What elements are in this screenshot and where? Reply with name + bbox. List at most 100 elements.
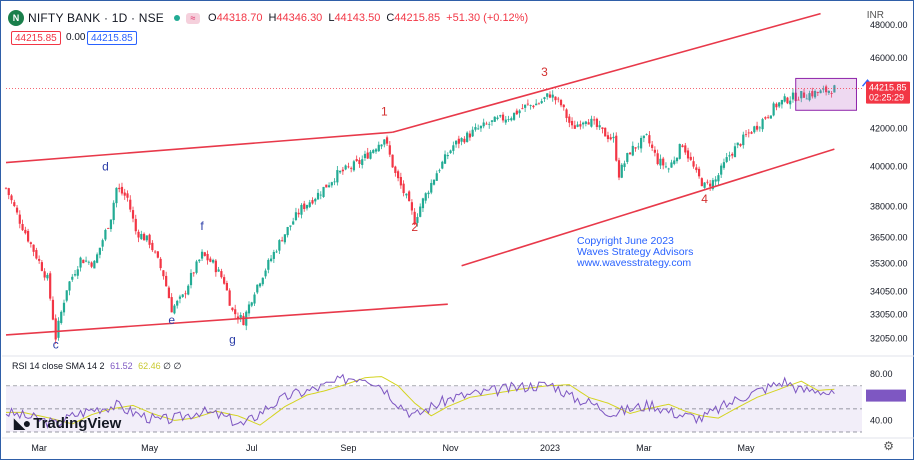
candle-body [775, 103, 778, 108]
candle-body [60, 311, 63, 323]
candle-body [21, 224, 24, 231]
candle-body [811, 91, 814, 97]
candle-body [537, 103, 541, 105]
tradingview-mark-icon: ◣● [14, 415, 31, 431]
candle-body [521, 108, 524, 110]
candle-body [526, 103, 529, 105]
candle-body [744, 134, 748, 136]
candle-body [477, 128, 480, 130]
candle-body [13, 202, 16, 207]
candle-body [645, 134, 648, 135]
candle-body [543, 97, 546, 100]
candle-body [131, 210, 135, 219]
candle-body [388, 145, 391, 155]
tradingview-logo[interactable]: ◣● TradingView [14, 415, 121, 432]
candle-body [223, 277, 226, 284]
candle-body [159, 258, 162, 269]
candle-body [231, 307, 234, 311]
candle-body [358, 160, 361, 165]
copyright-line: Waves Strategy Advisors [577, 246, 693, 258]
candle-body [46, 274, 49, 279]
candle-body [93, 260, 96, 269]
candle-body [178, 296, 182, 299]
candle-body [68, 281, 71, 291]
candle-body [200, 251, 204, 259]
candle-body [167, 287, 171, 299]
candle-body [250, 302, 253, 306]
candle-body [761, 119, 764, 130]
close-key: C [386, 12, 395, 24]
candle-body [515, 110, 518, 115]
candle-body [115, 187, 118, 204]
currency-label[interactable]: INR [866, 10, 884, 21]
candle-body [468, 133, 471, 138]
rsi-label: RSI 14 close SMA 14 2 [12, 361, 105, 371]
symbol-logo: N [8, 10, 24, 26]
candle-body [504, 119, 507, 123]
wave-label: e [168, 313, 175, 327]
candle-body [79, 257, 82, 268]
candle-body [355, 159, 358, 161]
ask-price[interactable]: 44215.85 [87, 31, 137, 45]
candle-body [84, 260, 88, 262]
candle-body [626, 153, 629, 162]
candle-body [554, 96, 557, 101]
candle-body [126, 193, 129, 198]
candle-body [490, 120, 494, 122]
symbol-title[interactable]: NIFTY BANK · 1D · NSE [28, 11, 165, 25]
wave-icon[interactable]: ≈ [186, 12, 201, 24]
candle-body [385, 137, 389, 144]
candle-body [424, 193, 427, 201]
candle-body [413, 211, 416, 225]
gear-icon[interactable]: ⚙ [883, 439, 894, 453]
candle-body [319, 194, 322, 196]
candle-body [656, 153, 659, 165]
candle-body [187, 285, 190, 295]
candle-body [344, 165, 347, 170]
candle-body [664, 166, 668, 168]
candle-body [278, 240, 281, 251]
copyright-line: Copyright June 2023 [577, 235, 674, 247]
candle-body [151, 242, 154, 251]
candle-body [314, 198, 317, 202]
candle-body [96, 254, 99, 263]
candle-body [35, 250, 38, 259]
candle-body [40, 262, 43, 271]
rsi-tick-label: 40.00 [870, 415, 893, 425]
candle-body [573, 125, 576, 129]
candle-body [637, 146, 640, 148]
candle-body [471, 129, 474, 137]
candle-body [769, 115, 772, 119]
candle-body [548, 94, 552, 98]
candle-body [532, 105, 535, 108]
candle-body [731, 153, 734, 156]
candle-body [189, 272, 193, 286]
candle-body [780, 100, 784, 105]
candle-body [703, 182, 706, 188]
candle-body [399, 177, 402, 186]
time-tick-label: Sep [340, 443, 356, 453]
candle-body [510, 118, 513, 121]
candle-body [609, 137, 612, 140]
bid-price[interactable]: 44215.85 [11, 31, 61, 45]
time-tick-label: May [738, 443, 756, 453]
candle-body [228, 290, 231, 306]
candle-body [568, 116, 571, 123]
candle-body [29, 242, 32, 244]
symbol-header[interactable]: N NIFTY BANK · 1D · NSE ≈ O 44318.70 H 4… [8, 9, 534, 27]
candle-body [802, 92, 806, 98]
candle-body [366, 152, 369, 159]
candle-body [209, 258, 212, 262]
price-tick-label: 35300.00 [870, 259, 908, 269]
candle-body [565, 109, 568, 119]
channel-line [5, 131, 393, 164]
candle-body [137, 231, 140, 238]
candle-body [722, 162, 726, 168]
rsi-legend[interactable]: RSI 14 close SMA 14 2 61.52 62.46 ∅ ∅ [12, 361, 181, 372]
candle-body [369, 151, 372, 159]
candle-body [38, 258, 41, 261]
candle-body [4, 187, 8, 189]
candle-body [264, 270, 267, 277]
candle-body [747, 132, 750, 134]
